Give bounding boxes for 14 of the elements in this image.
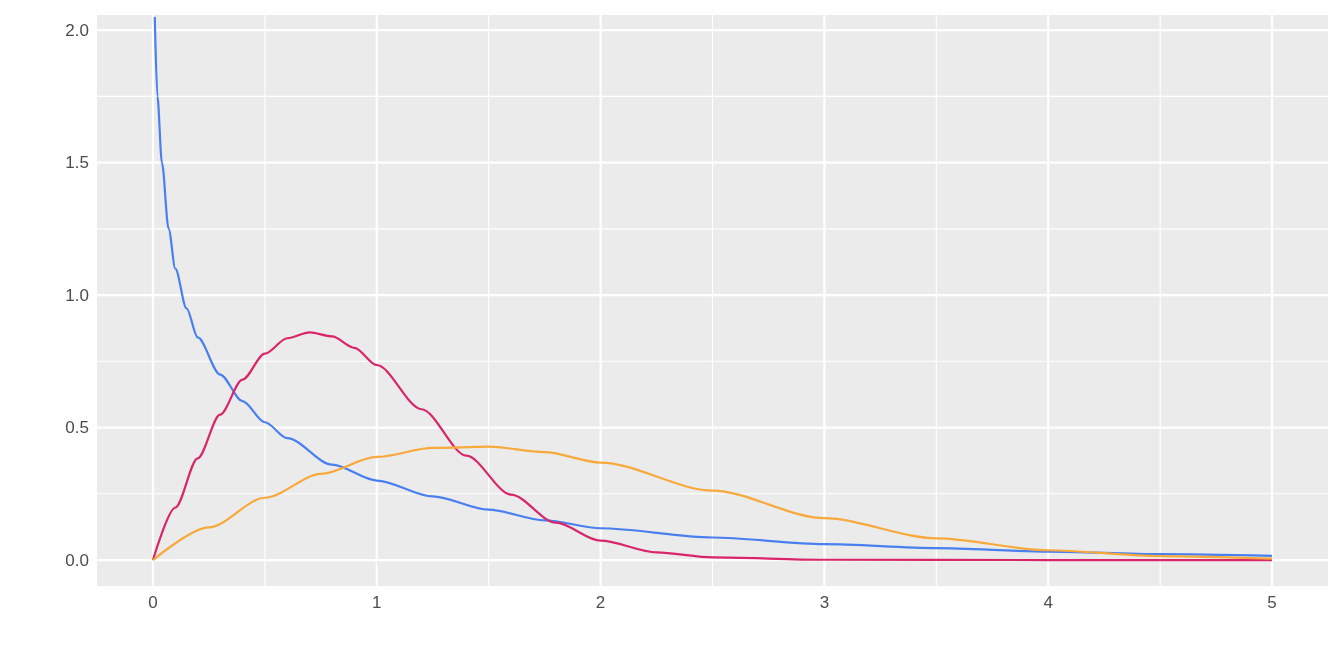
y-tick-label: 1.5: [65, 153, 89, 173]
y-tick-label: 0.5: [65, 418, 89, 438]
x-tick-label: 3: [819, 593, 830, 612]
line-series: [151, 331, 1274, 562]
line-series: [151, 445, 1274, 562]
x-tick-label: 5: [1267, 593, 1277, 612]
y-tick-label: 0.0: [65, 550, 89, 570]
x-tick-label: 1: [372, 593, 382, 612]
x-tick-label: 0: [148, 593, 158, 612]
x-tick-label: 4: [1043, 593, 1053, 612]
y-tick-label: 1.0: [65, 285, 89, 305]
y-tick-label: 2.0: [65, 20, 89, 40]
line-series: [153, 15, 1274, 557]
x-tick-label: 2: [595, 593, 606, 612]
